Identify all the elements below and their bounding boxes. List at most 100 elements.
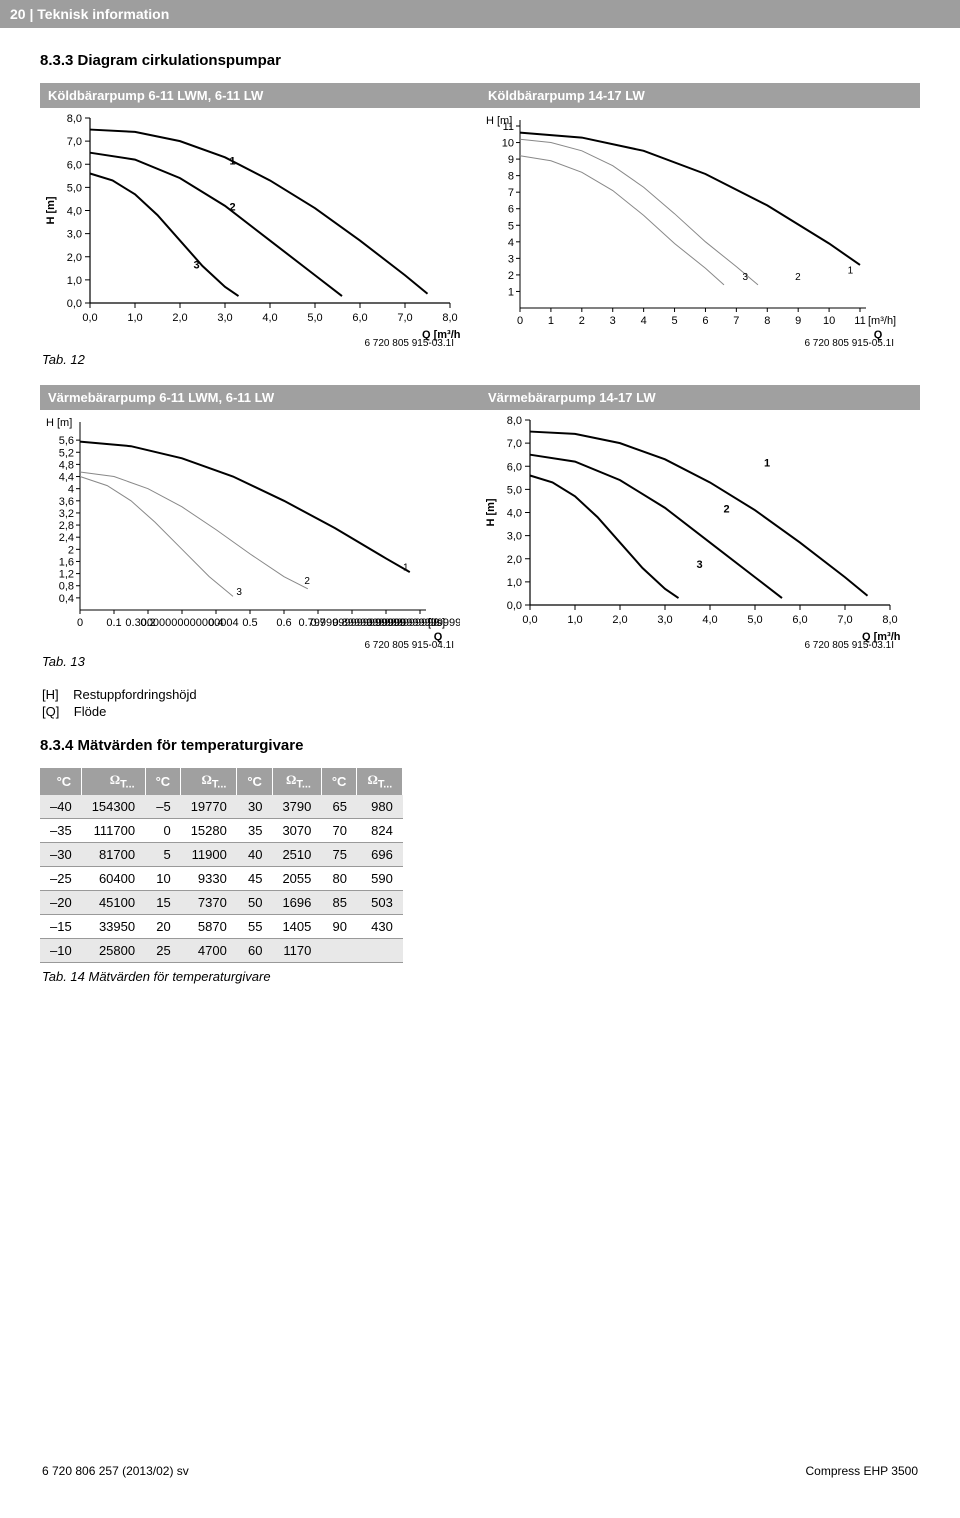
svg-text:7,0: 7,0 — [67, 136, 82, 148]
chart-1b: 012345678910111234567891011H [m][m³/h]Q1… — [480, 108, 920, 348]
svg-text:3,0: 3,0 — [217, 312, 232, 324]
svg-text:3,0: 3,0 — [657, 614, 672, 626]
temperature-table: °CΩT...°CΩT...°CΩT...°CΩT...–40154300–51… — [40, 768, 403, 963]
svg-text:6,0: 6,0 — [67, 159, 82, 171]
svg-text:7,0: 7,0 — [837, 614, 852, 626]
svg-text:2: 2 — [304, 576, 310, 587]
chart-2b: 0,01,02,03,04,05,06,07,08,00,01,02,03,04… — [480, 410, 920, 650]
svg-text:6 720 805 915-03.1I: 6 720 805 915-03.1I — [804, 640, 894, 650]
svg-text:8,0: 8,0 — [882, 614, 897, 626]
svg-text:4,0: 4,0 — [67, 206, 82, 218]
svg-text:0,4: 0,4 — [59, 593, 74, 605]
svg-text:0: 0 — [517, 315, 523, 327]
svg-text:1: 1 — [548, 315, 554, 327]
svg-text:0.5: 0.5 — [242, 617, 257, 629]
svg-text:8,0: 8,0 — [67, 113, 82, 125]
chart-title-2b: Värmebärarpump 14-17 LW — [480, 385, 920, 410]
svg-text:3,2: 3,2 — [59, 508, 74, 520]
svg-text:H [m]: H [m] — [486, 115, 512, 127]
svg-text:8,0: 8,0 — [442, 312, 457, 324]
svg-text:2,0: 2,0 — [67, 252, 82, 264]
svg-text:5,0: 5,0 — [747, 614, 762, 626]
svg-text:3,0: 3,0 — [507, 531, 522, 543]
svg-text:4: 4 — [508, 237, 514, 249]
svg-text:5,6: 5,6 — [59, 435, 74, 447]
svg-text:1,2: 1,2 — [59, 569, 74, 581]
chart-1a: 0,01,02,03,04,05,06,07,08,00,01,02,03,04… — [40, 108, 480, 348]
svg-text:2: 2 — [795, 272, 801, 283]
legend-q-key: [Q] — [42, 704, 59, 719]
chart-title-1a: Köldbärarpump 6-11 LWM, 6-11 LW — [40, 83, 480, 108]
svg-text:7,0: 7,0 — [507, 438, 522, 450]
svg-text:4,8: 4,8 — [59, 459, 74, 471]
svg-text:3: 3 — [236, 587, 242, 598]
svg-text:5,0: 5,0 — [67, 182, 82, 194]
legend-h-key: [H] — [42, 687, 59, 702]
svg-text:9: 9 — [508, 154, 514, 166]
table-caption-12: Tab. 12 — [42, 352, 920, 367]
svg-text:5,0: 5,0 — [307, 312, 322, 324]
svg-text:8: 8 — [764, 315, 770, 327]
svg-text:7: 7 — [508, 187, 514, 199]
svg-text:5,2: 5,2 — [59, 447, 74, 459]
footer-left: 6 720 806 257 (2013/02) sv — [42, 1464, 189, 1478]
svg-text:0,0: 0,0 — [522, 614, 537, 626]
svg-text:5: 5 — [508, 220, 514, 232]
svg-text:4: 4 — [68, 484, 74, 496]
svg-text:9: 9 — [795, 315, 801, 327]
svg-text:8: 8 — [508, 171, 514, 183]
chart-2a: 00.10.20.300000000000000040.40.50.60.70.… — [40, 410, 480, 650]
table-caption-13: Tab. 13 — [42, 654, 920, 669]
svg-text:3,6: 3,6 — [59, 496, 74, 508]
svg-text:7: 7 — [733, 315, 739, 327]
svg-text:3: 3 — [508, 253, 514, 265]
svg-text:0.6: 0.6 — [276, 617, 291, 629]
svg-text:1: 1 — [764, 457, 770, 469]
page-header-bar: 20 | Teknisk information — [0, 0, 960, 28]
svg-text:5: 5 — [671, 315, 677, 327]
svg-text:2: 2 — [724, 504, 730, 516]
svg-text:2: 2 — [508, 270, 514, 282]
svg-text:6,0: 6,0 — [507, 461, 522, 473]
chart-title-1b: Köldbärarpump 14-17 LW — [480, 83, 920, 108]
table-caption-14: Tab. 14 Mätvärden för temperaturgivare — [42, 969, 920, 984]
svg-text:6,0: 6,0 — [352, 312, 367, 324]
svg-text:10: 10 — [823, 315, 835, 327]
svg-text:3,0: 3,0 — [67, 229, 82, 241]
svg-text:2: 2 — [230, 202, 236, 214]
svg-text:H [m]: H [m] — [485, 498, 497, 526]
svg-text:0.9999999999999999: 0.9999999999999999 — [366, 617, 460, 629]
svg-text:0.1: 0.1 — [106, 617, 121, 629]
svg-text:0,0: 0,0 — [82, 312, 97, 324]
svg-text:11: 11 — [854, 315, 865, 327]
svg-text:4,0: 4,0 — [507, 508, 522, 520]
svg-text:8,0: 8,0 — [507, 415, 522, 427]
section-title: Teknisk information — [37, 6, 169, 22]
svg-text:7,0: 7,0 — [397, 312, 412, 324]
svg-text:4,0: 4,0 — [262, 312, 277, 324]
svg-text:2: 2 — [68, 544, 74, 556]
svg-text:1,0: 1,0 — [67, 275, 82, 287]
chart-row-2: Värmebärarpump 6-11 LWM, 6-11 LW Värmebä… — [40, 385, 920, 650]
svg-text:[l/s]: [l/s] — [428, 617, 445, 629]
svg-text:6 720 805 915-05.1I: 6 720 805 915-05.1I — [804, 338, 894, 348]
svg-text:1: 1 — [230, 155, 236, 167]
chart-title-2a: Värmebärarpump 6-11 LWM, 6-11 LW — [40, 385, 480, 410]
svg-text:3: 3 — [697, 559, 703, 571]
page-number: 20 — [10, 6, 26, 22]
svg-text:1,0: 1,0 — [507, 577, 522, 589]
svg-text:0.4: 0.4 — [208, 617, 223, 629]
svg-text:[m³/h]: [m³/h] — [868, 315, 896, 327]
svg-text:2,8: 2,8 — [59, 520, 74, 532]
svg-text:3: 3 — [743, 272, 749, 283]
svg-text:H [m]: H [m] — [46, 417, 72, 429]
chart-row-1: Köldbärarpump 6-11 LWM, 6-11 LW Köldbära… — [40, 83, 920, 348]
svg-text:1,0: 1,0 — [127, 312, 142, 324]
svg-text:2,0: 2,0 — [612, 614, 627, 626]
svg-text:0: 0 — [77, 617, 83, 629]
svg-text:10: 10 — [502, 138, 514, 150]
svg-text:2,0: 2,0 — [172, 312, 187, 324]
svg-text:6,0: 6,0 — [792, 614, 807, 626]
svg-text:1: 1 — [508, 286, 514, 298]
svg-text:3: 3 — [610, 315, 616, 327]
